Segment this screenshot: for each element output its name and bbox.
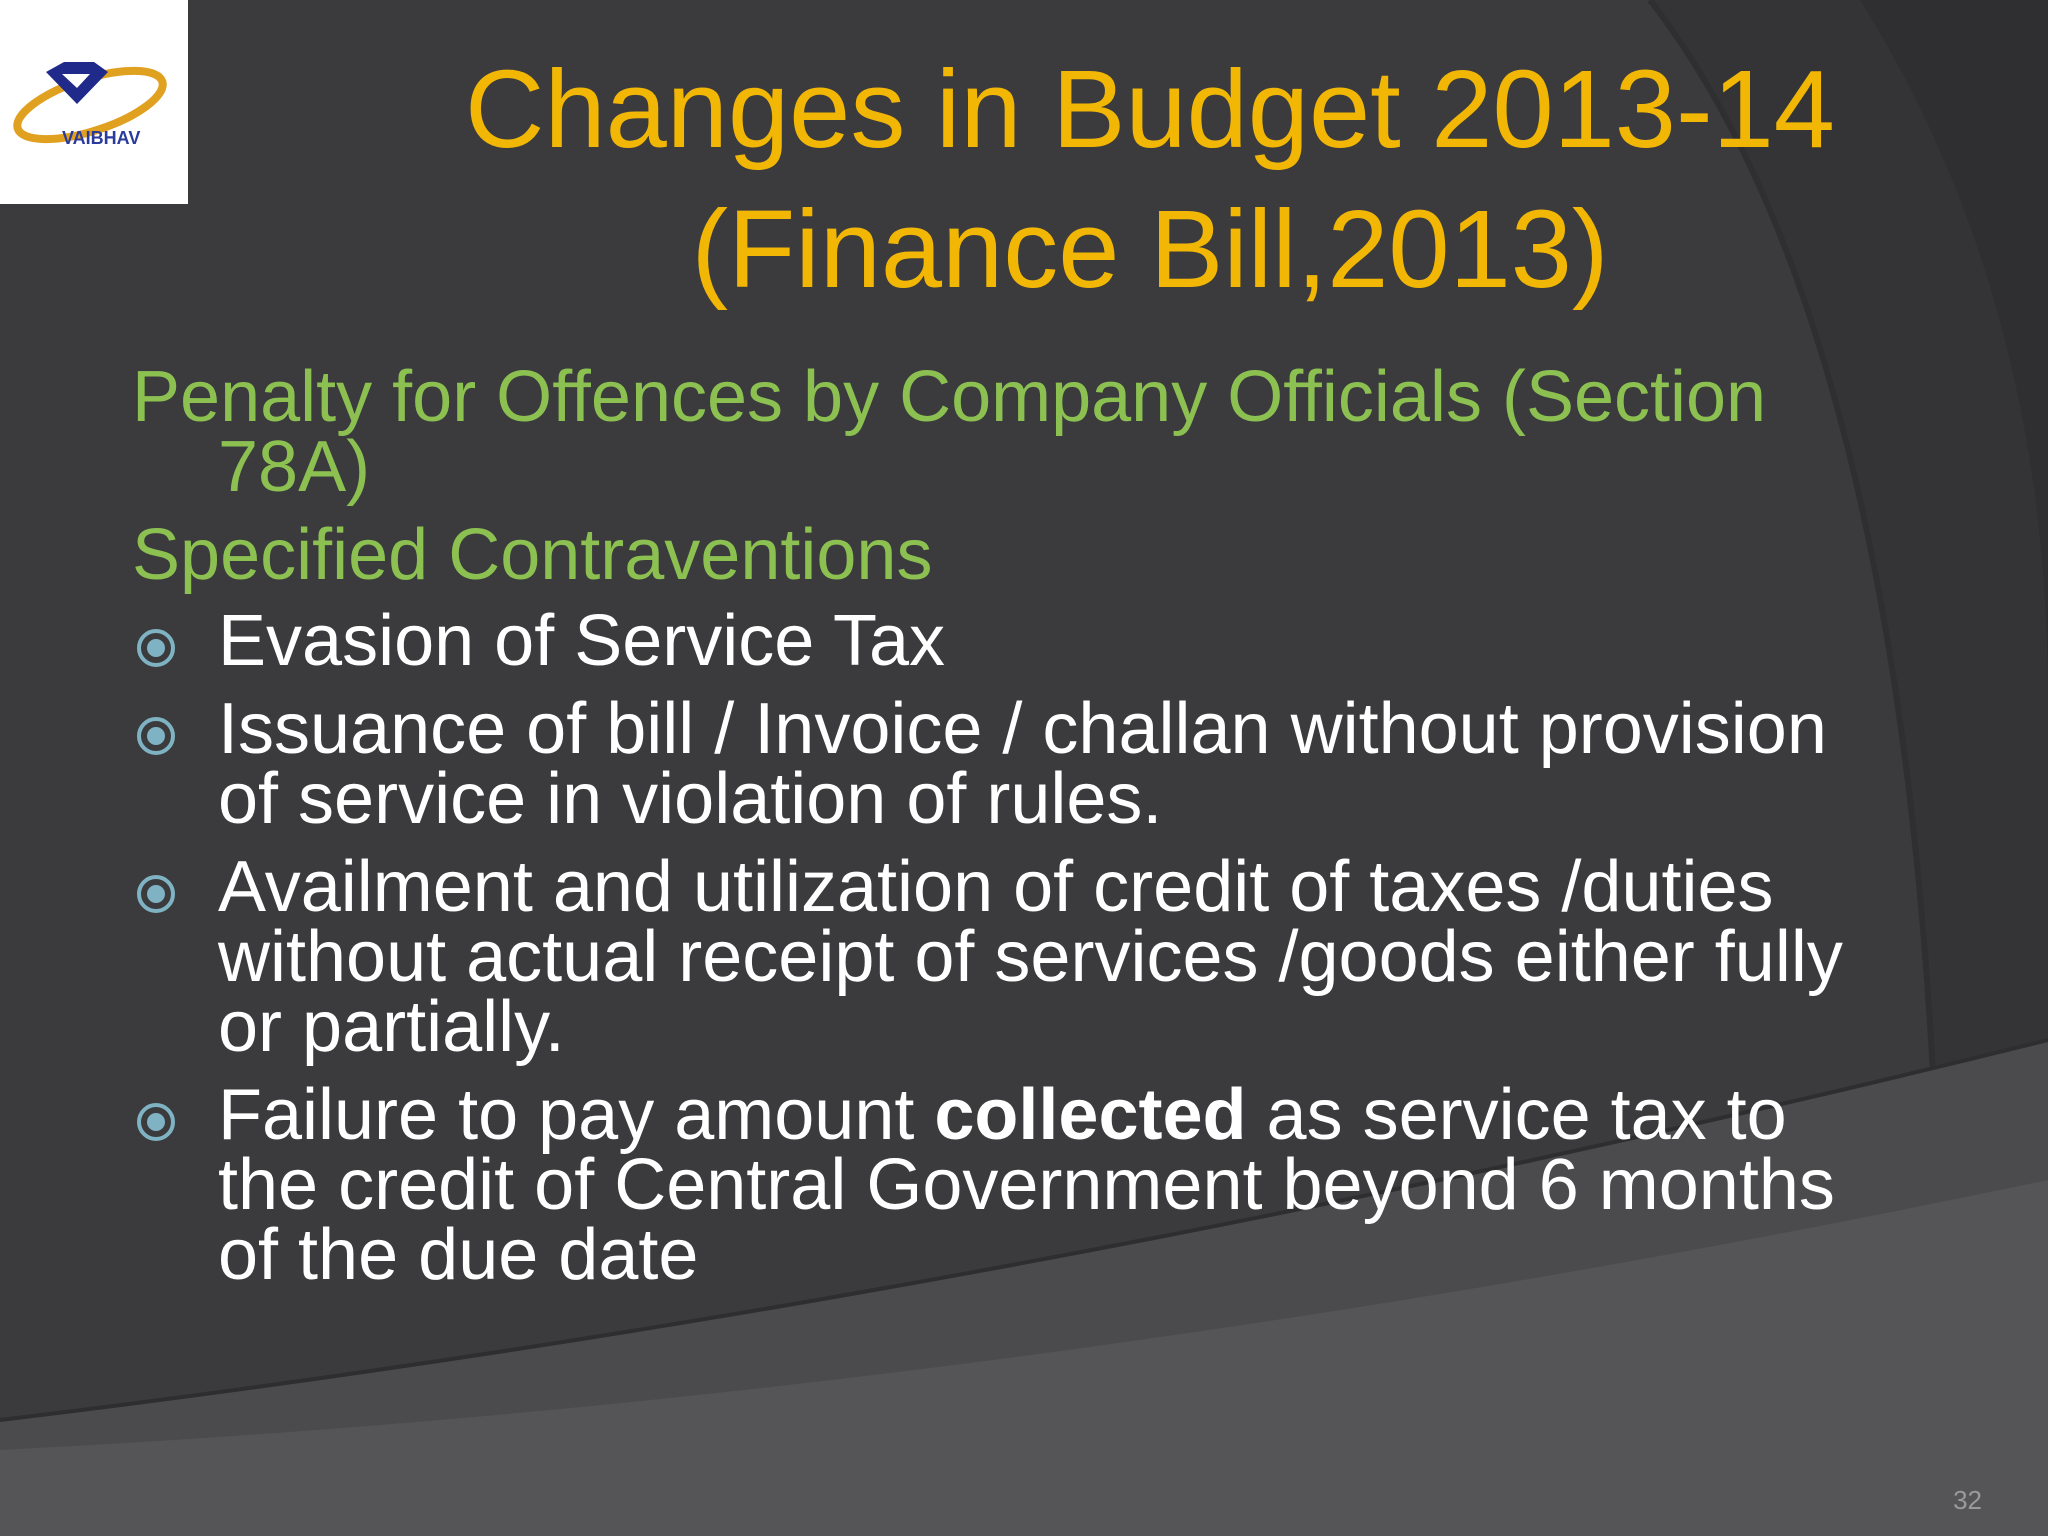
slide-title: Changes in Budget 2013-14 (Finance Bill,… xyxy=(300,40,2000,320)
bullet-item: Availment and utilization of credit of t… xyxy=(132,847,1932,1067)
bullet-list: Evasion of Service Tax Issuance of bill … xyxy=(132,601,1932,1308)
bullet-item: Evasion of Service Tax xyxy=(132,601,1932,681)
vaibhav-diamond-logo-icon: VAIBHAV xyxy=(13,62,167,148)
bullet-text: of the due date xyxy=(218,1215,699,1295)
bullet-text: Issuance of bill / Invoice / challan wit… xyxy=(218,689,1827,769)
subheading-1-line-2: 78A) xyxy=(218,427,371,507)
circle-bullet-icon xyxy=(137,629,175,667)
circle-bullet-icon xyxy=(137,1103,175,1141)
title-line-2: (Finance Bill,2013) xyxy=(691,188,1609,311)
bullet-text: or partially. xyxy=(218,987,565,1067)
page-number: 32 xyxy=(1953,1485,1982,1515)
bullet-text: the credit of Central Government beyond … xyxy=(218,1145,1835,1225)
logo-text: VAIBHAV xyxy=(62,128,140,148)
bullet-text: Availment and utilization of credit of t… xyxy=(218,847,1774,927)
logo: VAIBHAV xyxy=(0,0,188,204)
subheading-penalty: Penalty for Offences by Company Official… xyxy=(132,361,1932,507)
circle-bullet-icon xyxy=(137,717,175,755)
subheading-contraventions: Specified Contraventions xyxy=(132,515,933,595)
title-line-1: Changes in Budget 2013-14 xyxy=(465,48,1835,171)
bullet-text: of service in violation of rules. xyxy=(218,759,1163,839)
subheading-1-line-1: Penalty for Offences by Company Official… xyxy=(132,357,1767,437)
bullet-item: Issuance of bill / Invoice / challan wit… xyxy=(132,689,1932,839)
bullet-text-after: as service tax to xyxy=(1246,1075,1787,1155)
circle-bullet-icon xyxy=(137,875,175,913)
bullet-text: Evasion of Service Tax xyxy=(218,601,946,681)
bullet-item: Failure to pay amount collected as servi… xyxy=(132,1079,1932,1295)
bullet-text-bold: collected xyxy=(934,1075,1247,1155)
bullet-text: without actual receipt of services /good… xyxy=(218,917,1843,997)
bullet-text: Failure to pay amount collected as servi… xyxy=(218,1079,1932,1151)
bullet-text-before: Failure to pay amount xyxy=(218,1075,935,1155)
